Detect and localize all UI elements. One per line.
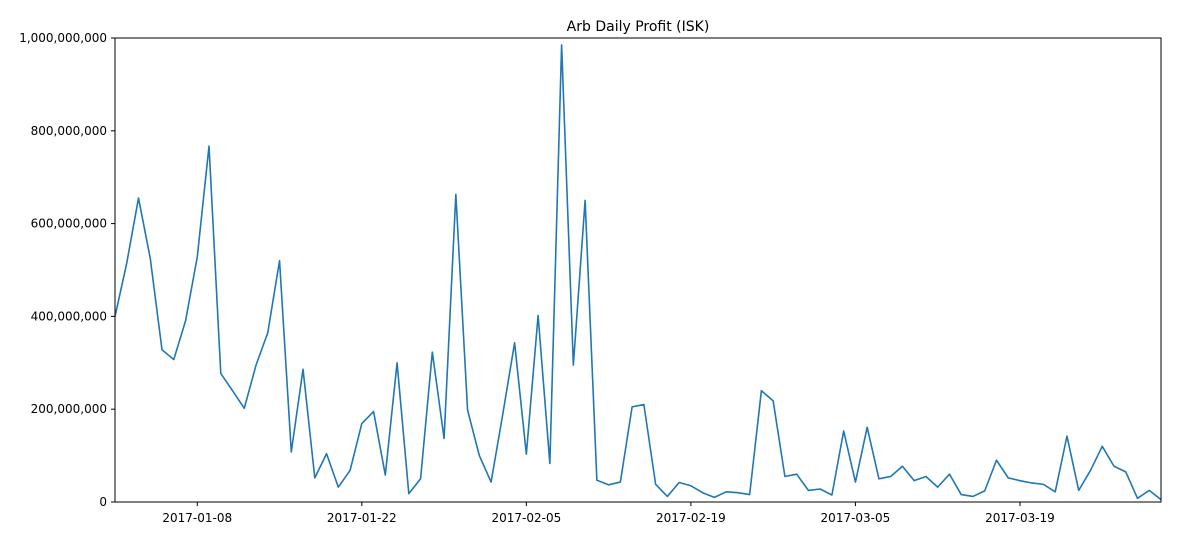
plot-frame bbox=[114, 37, 1162, 503]
y-tick-label: 200,000,000 bbox=[31, 402, 107, 416]
y-tick-label: 600,000,000 bbox=[31, 217, 107, 231]
x-axis: 2017-01-08 2017-01-22 2017-02-05 2017-02-19… bbox=[162, 502, 1055, 525]
x-tick-label: 2017-02-05 bbox=[491, 511, 561, 525]
x-tick-label: 2017-01-22 bbox=[327, 511, 397, 525]
x-tick-label: 2017-03-05 bbox=[821, 511, 891, 525]
y-tick-label: 1,000,000,000 bbox=[19, 31, 107, 45]
chart-title: Arb Daily Profit (ISK) bbox=[567, 19, 710, 35]
x-tick-label: 2017-02-19 bbox=[656, 511, 726, 525]
y-tick-label: 400,000,000 bbox=[31, 309, 107, 323]
x-tick-label: 2017-03-19 bbox=[985, 511, 1055, 525]
y-tick-label: 800,000,000 bbox=[31, 124, 107, 138]
y-axis: 0 200,000,000 400,000,000 600,000,000 800,00… bbox=[19, 31, 115, 509]
x-tick-label: 2017-01-08 bbox=[162, 511, 232, 525]
y-tick-label: 0 bbox=[99, 495, 107, 509]
profit-series-line bbox=[114, 44, 1162, 501]
